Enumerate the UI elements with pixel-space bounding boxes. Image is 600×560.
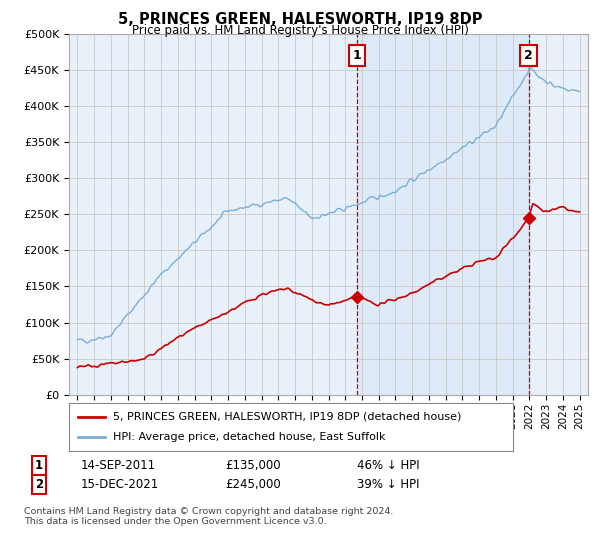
Text: Contains HM Land Registry data © Crown copyright and database right 2024.
This d: Contains HM Land Registry data © Crown c…: [24, 507, 394, 526]
Text: 5, PRINCES GREEN, HALESWORTH, IP19 8DP (detached house): 5, PRINCES GREEN, HALESWORTH, IP19 8DP (…: [113, 412, 462, 422]
Text: 14-SEP-2011: 14-SEP-2011: [81, 459, 156, 473]
Text: £135,000: £135,000: [225, 459, 281, 473]
Text: 2: 2: [524, 49, 533, 62]
Text: 2: 2: [35, 478, 43, 491]
Text: £245,000: £245,000: [225, 478, 281, 491]
Text: 5, PRINCES GREEN, HALESWORTH, IP19 8DP: 5, PRINCES GREEN, HALESWORTH, IP19 8DP: [118, 12, 482, 27]
Text: 15-DEC-2021: 15-DEC-2021: [81, 478, 159, 491]
Text: 46% ↓ HPI: 46% ↓ HPI: [357, 459, 419, 473]
Text: 1: 1: [353, 49, 361, 62]
Text: HPI: Average price, detached house, East Suffolk: HPI: Average price, detached house, East…: [113, 432, 386, 442]
Text: Price paid vs. HM Land Registry's House Price Index (HPI): Price paid vs. HM Land Registry's House …: [131, 24, 469, 36]
Bar: [357, 34, 529, 395]
Text: 1: 1: [35, 459, 43, 473]
Text: 39% ↓ HPI: 39% ↓ HPI: [357, 478, 419, 491]
